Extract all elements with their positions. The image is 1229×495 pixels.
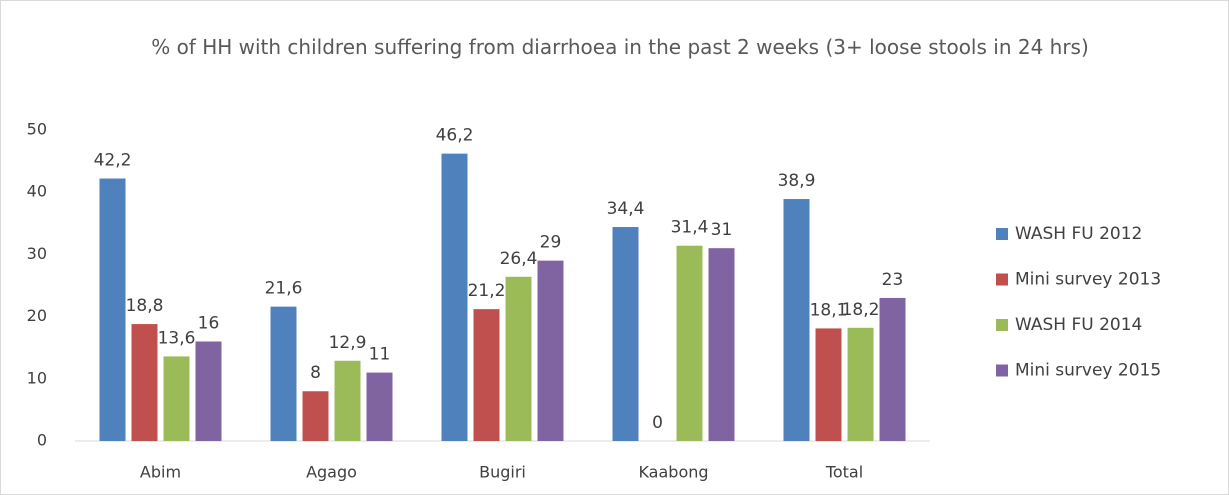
data-label: 11: [369, 345, 391, 365]
bar: [612, 227, 639, 441]
legend-swatch: [996, 364, 1008, 377]
bar: [195, 341, 222, 441]
x-tick-label: Agago: [306, 463, 357, 482]
data-label: 13,6: [158, 328, 196, 348]
data-label: 29: [540, 233, 562, 253]
bar: [815, 328, 842, 441]
bar: [708, 248, 735, 441]
bar: [676, 245, 703, 441]
bar: [847, 327, 874, 441]
bar: [441, 153, 468, 442]
bar: [783, 199, 810, 441]
data-label: 42,2: [94, 151, 132, 171]
bar: [302, 391, 329, 441]
y-tick-label: 40: [27, 182, 47, 201]
data-label: 31: [711, 220, 733, 240]
data-label: 38,9: [778, 171, 816, 191]
legend-label: Mini survey 2015: [1015, 361, 1161, 381]
x-tick-label: Abim: [140, 463, 181, 482]
y-tick-label: 0: [37, 431, 47, 450]
data-label: 46,2: [436, 126, 474, 146]
legend-swatch: [996, 273, 1008, 286]
data-label: 18,1: [810, 300, 848, 320]
chart-title: % of HH with children suffering from dia…: [151, 35, 1089, 59]
bar: [334, 360, 361, 441]
data-label: 34,4: [607, 199, 645, 219]
bar: [163, 356, 190, 441]
bar: [366, 372, 393, 441]
y-tick-label: 50: [27, 120, 47, 139]
y-tick-label: 10: [27, 368, 47, 387]
bar: [505, 276, 532, 441]
data-label: 18,2: [842, 300, 880, 320]
legend-label: Mini survey 2013: [1015, 270, 1161, 290]
data-label: 0: [652, 413, 663, 433]
bar: [537, 260, 564, 441]
data-label: 12,9: [329, 333, 367, 353]
legend-label: WASH FU 2014: [1015, 315, 1142, 335]
bar: [131, 324, 158, 441]
bar: [879, 297, 906, 441]
bar: [270, 306, 297, 441]
bar: [99, 178, 126, 442]
x-tick-label: Bugiri: [479, 463, 526, 482]
data-label: 23: [882, 270, 904, 290]
data-label: 21,2: [468, 281, 506, 301]
x-tick-label: Total: [825, 463, 863, 482]
legend-swatch: [996, 319, 1008, 331]
data-label: 26,4: [500, 249, 538, 269]
x-tick-label: Kaabong: [638, 463, 708, 482]
data-label: 16: [198, 313, 220, 333]
data-label: 21,6: [265, 279, 303, 299]
bar: [473, 309, 500, 441]
legend-label: WASH FU 2012: [1015, 224, 1142, 244]
y-tick-label: 30: [27, 244, 47, 263]
legend-swatch: [996, 228, 1008, 240]
data-label: 31,4: [671, 218, 709, 238]
data-label: 8: [310, 363, 321, 383]
data-label: 18,8: [126, 296, 164, 316]
y-tick-label: 20: [27, 306, 47, 325]
